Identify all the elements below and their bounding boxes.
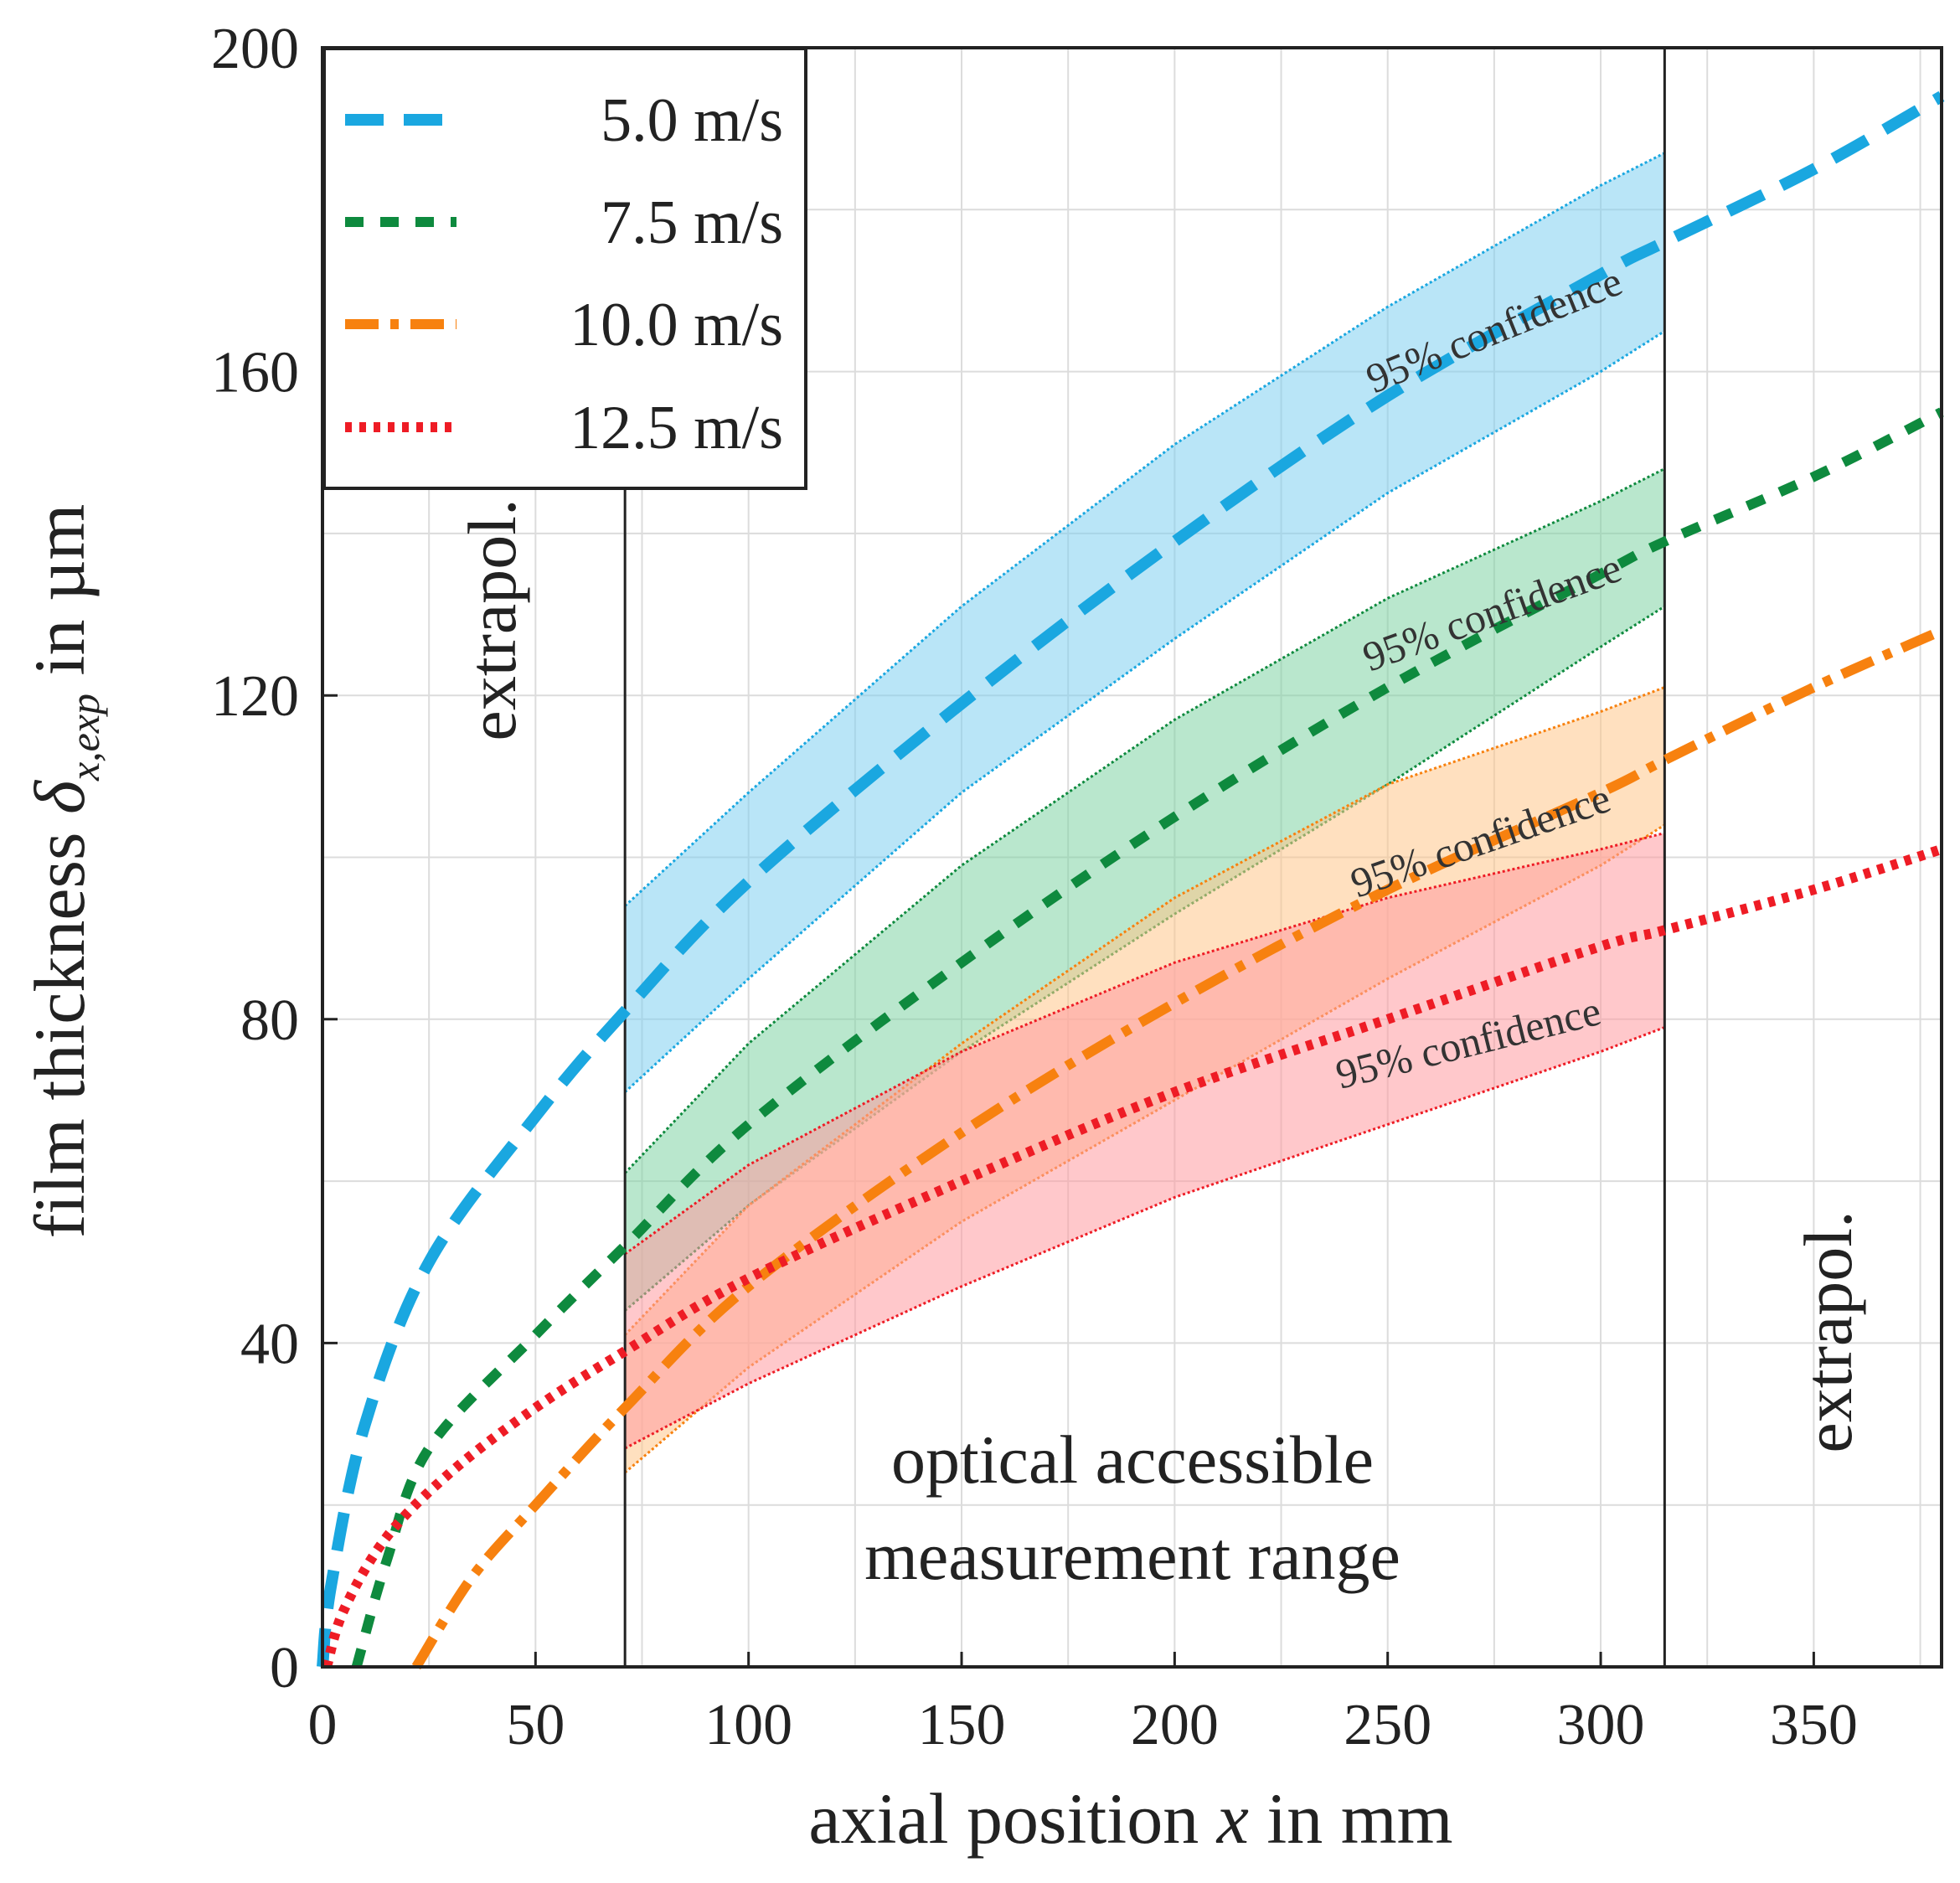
x-axis-label-pre: axial position — [808, 1778, 1216, 1859]
confidence-band-upper-1 — [624, 467, 1666, 1174]
axis-ticks: 0 50 100 150 200 250 300 350 0 40 80 120 160 200 — [211, 17, 1858, 1757]
x-axis-label-post: in mm — [1249, 1778, 1453, 1859]
confidence-band-upper-3 — [624, 832, 1665, 1256]
confidence-band-lower-3 — [624, 1026, 1665, 1450]
x-tick-label: 250 — [1344, 1693, 1431, 1757]
confidence-band-upper-0 — [624, 152, 1666, 907]
y-axis-label-var: δ — [19, 779, 100, 814]
x-tick-label: 0 — [308, 1693, 338, 1757]
x-axis-label: axial position x in mm — [808, 1778, 1452, 1859]
measurement-range-line2: measurement range — [864, 1518, 1400, 1594]
legend-label-7-5ms: 7.5 m/s — [601, 188, 783, 257]
x-axis-label-var: x — [1215, 1778, 1249, 1859]
series-lines — [317, 90, 1945, 1670]
y-axis-label: film thickness δx,exp in µm — [19, 504, 108, 1239]
series-line-3 — [322, 844, 1943, 1669]
legend-label-12-5ms: 12.5 m/s — [570, 394, 783, 462]
y-tick-label: 80 — [240, 988, 299, 1053]
extrapol-left-label: extrapol. — [454, 498, 530, 740]
confidence-band-lower-0 — [624, 330, 1666, 1093]
extrapol-right-label: extrapol. — [1790, 1210, 1866, 1452]
x-tick-label: 350 — [1770, 1693, 1858, 1757]
legend-label-5ms: 5.0 m/s — [601, 86, 783, 155]
y-axis-label-pre: film thickness — [19, 814, 100, 1238]
y-tick-label: 0 — [270, 1636, 299, 1700]
series-line-2 — [411, 626, 1944, 1670]
x-tick-label: 300 — [1557, 1693, 1645, 1757]
x-tick-label: 200 — [1131, 1693, 1219, 1757]
series-line-0 — [317, 90, 1945, 1668]
x-tick-label: 100 — [704, 1693, 792, 1757]
legend-label-10ms: 10.0 m/s — [570, 291, 783, 359]
confidence-band-3 — [625, 833, 1665, 1449]
y-tick-label: 120 — [211, 664, 299, 729]
confidence-band-upper-2 — [624, 686, 1665, 1336]
confidence-band-0 — [625, 152, 1665, 1092]
y-tick-label: 200 — [211, 17, 299, 81]
x-tick-label: 150 — [918, 1693, 1006, 1757]
series-line-1 — [351, 407, 1944, 1669]
y-tick-label: 40 — [240, 1312, 299, 1376]
y-axis-label-sub: x,exp — [61, 694, 108, 782]
x-tick-label: 50 — [506, 1693, 565, 1757]
measurement-range-line1: optical accessible — [891, 1421, 1374, 1498]
plot-frame — [321, 46, 1943, 1669]
y-tick-label: 160 — [211, 341, 299, 405]
y-axis-label-post: in µm — [19, 504, 100, 694]
legend: 5.0 m/s 7.5 m/s 10.0 m/s 12.5 m/s — [322, 47, 807, 490]
